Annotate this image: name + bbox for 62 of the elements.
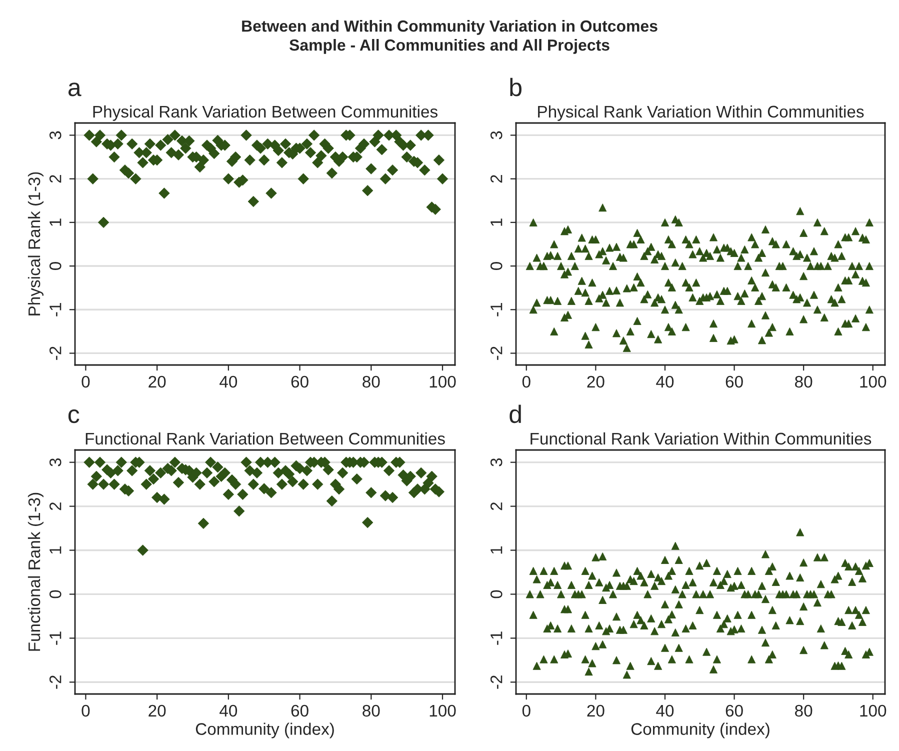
y-tick-label: 2 (49, 175, 62, 183)
chart-title: Functional Rank Variation Within Communities (530, 432, 872, 445)
y-tick-label: 1 (50, 218, 62, 226)
text: a (68, 82, 82, 96)
y-tick-label: 0 (490, 590, 502, 598)
x-tick-label: 0 (522, 704, 530, 717)
chart-title: Functional Rank Variation Between Communities (86, 432, 445, 445)
y-tick-label: 1 (50, 546, 62, 554)
x-tick-label: 80 (362, 376, 380, 388)
x-tick-label: 60 (726, 376, 743, 388)
x-tick-label: 40 (220, 704, 238, 717)
y-tick-label: 3 (490, 458, 502, 466)
y-tick-label: 1 (490, 218, 502, 226)
y-tick-label: 3 (490, 131, 502, 140)
x-tick-label: 80 (362, 704, 380, 717)
x-tick-label: 40 (656, 704, 674, 717)
x-tick-label: 20 (148, 704, 166, 717)
y-tick-label: -2 (490, 676, 502, 689)
y-tick-label: -2 (49, 676, 62, 689)
x-tick-label: 20 (148, 376, 166, 388)
y-axis-title: Functional Rank (1-3) (28, 492, 44, 651)
y-tick-label: -1 (50, 632, 62, 645)
y-tick-label: 1 (490, 546, 502, 554)
y-tick-label: 2 (490, 175, 502, 183)
x-tick-label: 80 (795, 704, 812, 717)
x-tick-label: 100 (430, 376, 456, 388)
x-tick-label: 0 (82, 376, 90, 388)
y-tick-label: -2 (49, 346, 62, 360)
y-tick-label: 2 (49, 502, 62, 510)
x-axis-title: Community (index) (631, 722, 770, 738)
x-tick-label: 20 (587, 704, 604, 717)
x-tick-label: 20 (587, 376, 604, 388)
y-tick-label: 0 (49, 590, 62, 598)
x-tick-label: 100 (860, 376, 886, 388)
x-tick-label: 40 (656, 376, 674, 388)
chart-title: Physical Rank Variation Between Communities (93, 105, 438, 121)
x-tick-label: 60 (726, 704, 743, 717)
y-tick-label: 0 (490, 262, 502, 270)
x-tick-label: 60 (291, 376, 308, 388)
x-tick-label: 100 (430, 704, 456, 717)
y-tick-label: 3 (49, 458, 62, 466)
y-tick-label: 3 (49, 131, 62, 140)
text: b (510, 78, 522, 96)
y-tick-label: -2 (490, 346, 502, 360)
y-tick-label: -1 (490, 303, 502, 316)
x-tick-label: 60 (291, 704, 308, 717)
chart-title: Physical Rank Variation Within Communities (538, 105, 864, 121)
y-tick-label: -1 (50, 303, 62, 316)
x-tick-label: 100 (860, 704, 886, 717)
x-tick-label: 0 (522, 376, 530, 388)
y-tick-label: -1 (490, 632, 502, 645)
text: d (510, 404, 521, 424)
x-axis-title: Community (index) (196, 722, 334, 738)
x-tick-label: 40 (220, 376, 238, 388)
text: c (68, 409, 80, 424)
y-axis-title: Physical Rank (1-3) (28, 172, 44, 316)
x-tick-label: 0 (82, 704, 90, 717)
y-tick-label: 2 (490, 502, 502, 510)
x-tick-label: 80 (795, 376, 812, 388)
text: Sample - All Communities and All Projects (289, 39, 610, 54)
text: Between and Within Community Variation in Outcomes (242, 20, 658, 35)
y-tick-label: 0 (49, 262, 62, 270)
